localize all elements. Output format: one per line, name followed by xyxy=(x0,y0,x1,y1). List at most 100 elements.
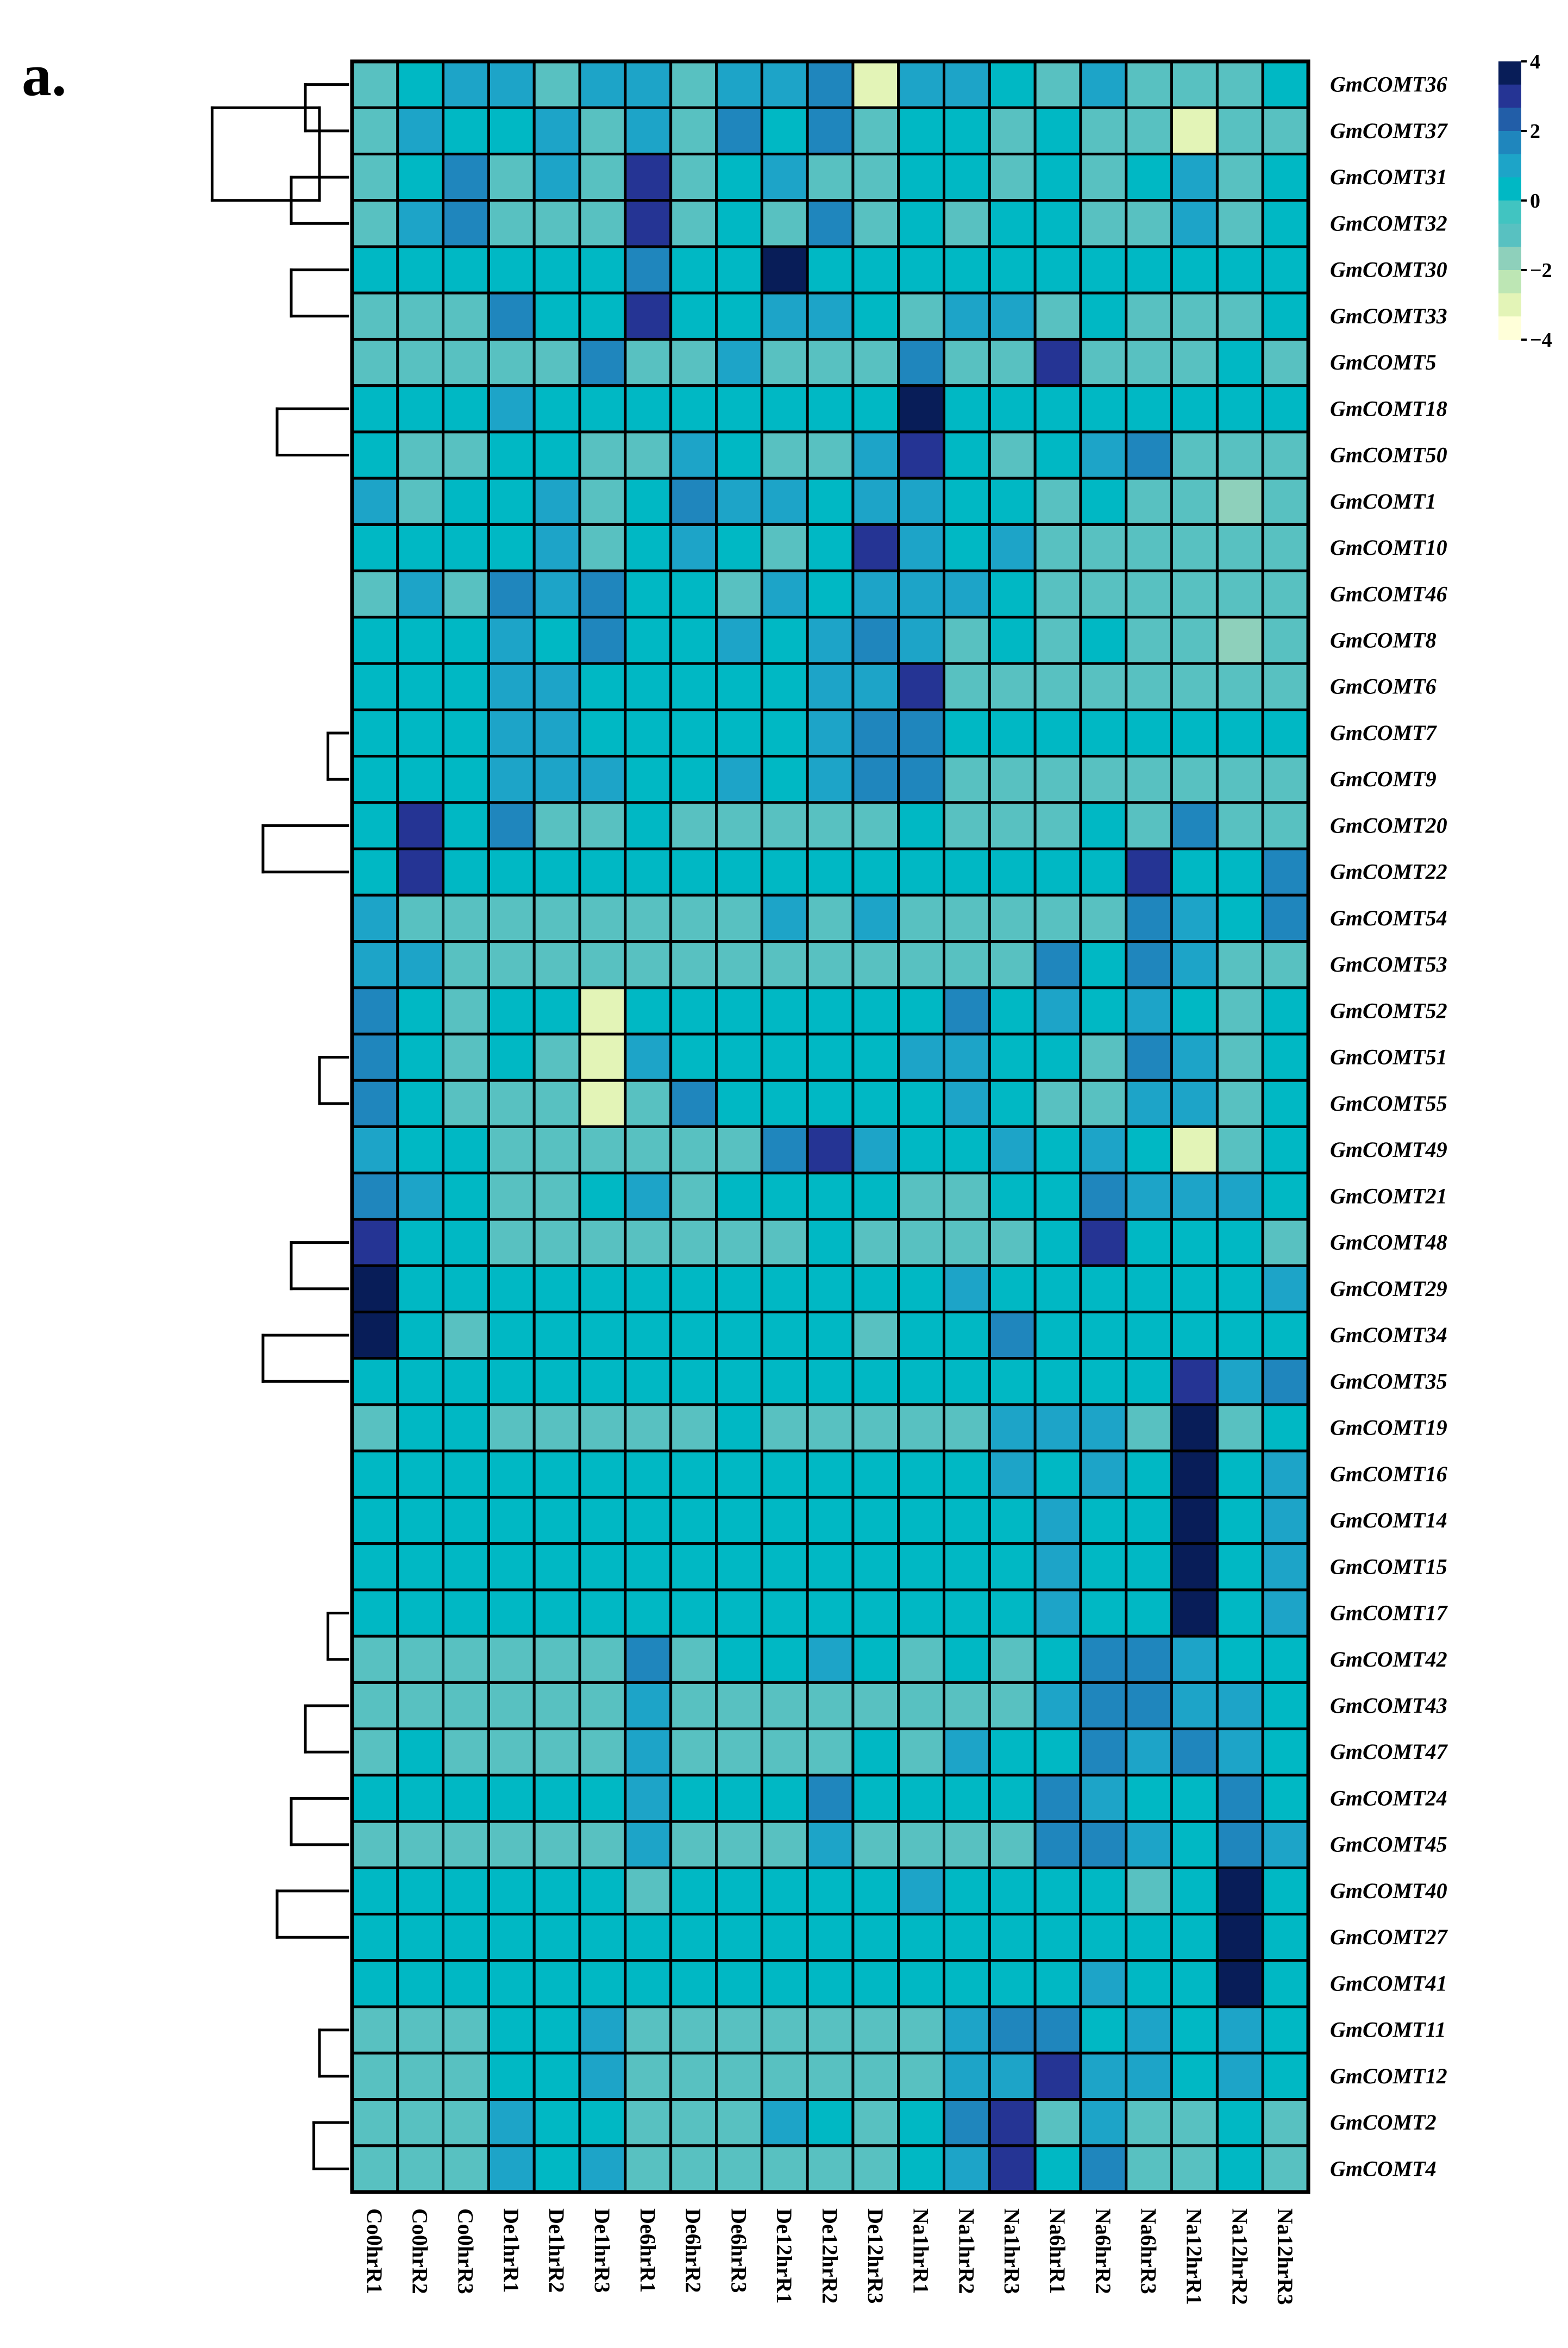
heatmap-cell xyxy=(897,986,946,1036)
heatmap-cell xyxy=(806,616,855,665)
heatmap-cell xyxy=(897,1264,946,1313)
heatmap-cell xyxy=(669,2051,718,2101)
heatmap-cell xyxy=(943,1310,991,1360)
column-label: Co0hrR2 xyxy=(408,2208,432,2294)
heatmap-cell xyxy=(1215,152,1264,202)
heatmap-cell xyxy=(396,245,445,295)
heatmap-cell xyxy=(1215,291,1264,341)
heatmap-cell xyxy=(578,1542,627,1592)
heatmap-cell xyxy=(350,337,399,387)
heatmap-cell xyxy=(624,893,673,943)
heatmap-cell xyxy=(714,1959,763,2008)
heatmap-cell xyxy=(943,662,991,711)
heatmap-cell xyxy=(943,106,991,155)
heatmap-cell xyxy=(1079,199,1128,248)
heatmap-cell xyxy=(624,708,673,758)
colorbar-segment xyxy=(1498,293,1521,317)
heatmap-cell xyxy=(760,1774,809,1823)
heatmap-cell xyxy=(1261,1820,1310,1869)
heatmap-cell xyxy=(669,1310,718,1360)
heatmap-cell xyxy=(669,1542,718,1592)
heatmap-cell xyxy=(714,1635,763,1684)
heatmap-cell xyxy=(1125,1681,1174,1731)
heatmap-cell xyxy=(1079,384,1128,434)
heatmap-cell xyxy=(1215,708,1264,758)
color-scale-legend: 4 2 0 −2 −4 xyxy=(1498,51,1552,352)
heatmap-cell xyxy=(669,662,718,711)
heatmap-cell xyxy=(988,2144,1037,2194)
heatmap-cell xyxy=(897,384,946,434)
heatmap-cell xyxy=(1261,291,1310,341)
heatmap-cell xyxy=(350,291,399,341)
heatmap-cell xyxy=(897,708,946,758)
heatmap-cell xyxy=(578,1959,627,2008)
heatmap-cell xyxy=(1079,337,1128,387)
heatmap-cell xyxy=(988,477,1037,526)
heatmap-cell xyxy=(532,1774,581,1823)
heatmap-cell xyxy=(1033,245,1082,295)
heatmap-cell xyxy=(897,199,946,248)
heatmap-cell xyxy=(760,940,809,990)
heatmap-cell xyxy=(1125,801,1174,850)
heatmap-cell xyxy=(669,60,718,109)
heatmap-cell xyxy=(943,199,991,248)
heatmap-cell xyxy=(350,1959,399,2008)
heatmap-cell xyxy=(442,1449,490,1499)
heatmap-cell xyxy=(624,430,673,480)
heatmap-cell xyxy=(350,1774,399,1823)
heatmap-cell xyxy=(1125,708,1174,758)
heatmap-cell xyxy=(1079,1913,1128,1962)
heatmap-cell xyxy=(532,1264,581,1313)
heatmap-cell xyxy=(669,337,718,387)
heatmap-cell xyxy=(396,1913,445,1962)
heatmap-cell xyxy=(669,1218,718,1267)
row-label: GmCOMT4 xyxy=(1330,2156,1437,2181)
heatmap-cell xyxy=(897,1959,946,2008)
heatmap-cell xyxy=(532,199,581,248)
heatmap-cell xyxy=(442,1495,490,1545)
heatmap-cell xyxy=(396,986,445,1036)
heatmap-cell xyxy=(897,2098,946,2147)
heatmap-cell xyxy=(532,1172,581,1221)
row-label: GmCOMT37 xyxy=(1330,118,1448,143)
heatmap-cell xyxy=(1261,801,1310,850)
heatmap-cell xyxy=(760,1681,809,1731)
heatmap-cell xyxy=(487,1218,536,1267)
heatmap-cell xyxy=(1261,755,1310,804)
heatmap-cell xyxy=(442,801,490,850)
heatmap-cell xyxy=(442,337,490,387)
heatmap-cell xyxy=(624,1357,673,1406)
heatmap-cell xyxy=(1033,384,1082,434)
heatmap-cell xyxy=(1170,199,1219,248)
heatmap-cell xyxy=(532,384,581,434)
heatmap-cell xyxy=(806,477,855,526)
heatmap-cell xyxy=(669,1959,718,2008)
heatmap-cell xyxy=(897,1866,946,1916)
heatmap-cell xyxy=(487,430,536,480)
heatmap-cell xyxy=(1170,847,1219,897)
heatmap-cell xyxy=(806,1774,855,1823)
heatmap-cell xyxy=(943,1172,991,1221)
heatmap-cell xyxy=(442,106,490,155)
heatmap-cell xyxy=(851,1449,900,1499)
heatmap-cell xyxy=(396,940,445,990)
heatmap-cell xyxy=(1033,1866,1082,1916)
heatmap-cell xyxy=(624,662,673,711)
heatmap-cell xyxy=(1261,1172,1310,1221)
heatmap-cell xyxy=(669,893,718,943)
heatmap-cell xyxy=(532,1079,581,1129)
heatmap-cell xyxy=(350,1403,399,1452)
heatmap-cell xyxy=(578,1310,627,1360)
heatmap-cell xyxy=(1033,1495,1082,1545)
heatmap-cell xyxy=(578,1125,627,1175)
row-label: GmCOMT30 xyxy=(1330,258,1447,282)
heatmap-cell xyxy=(350,662,399,711)
column-label: Na1hrR3 xyxy=(1000,2208,1024,2294)
heatmap-cell xyxy=(1170,337,1219,387)
heatmap-cell xyxy=(1215,662,1264,711)
column-label: Co0hrR3 xyxy=(454,2208,478,2294)
row-label: GmCOMT18 xyxy=(1330,396,1447,421)
heatmap-cell xyxy=(532,1310,581,1360)
colorbar-tick-label: 2 xyxy=(1530,120,1540,143)
heatmap-cell xyxy=(943,569,991,619)
